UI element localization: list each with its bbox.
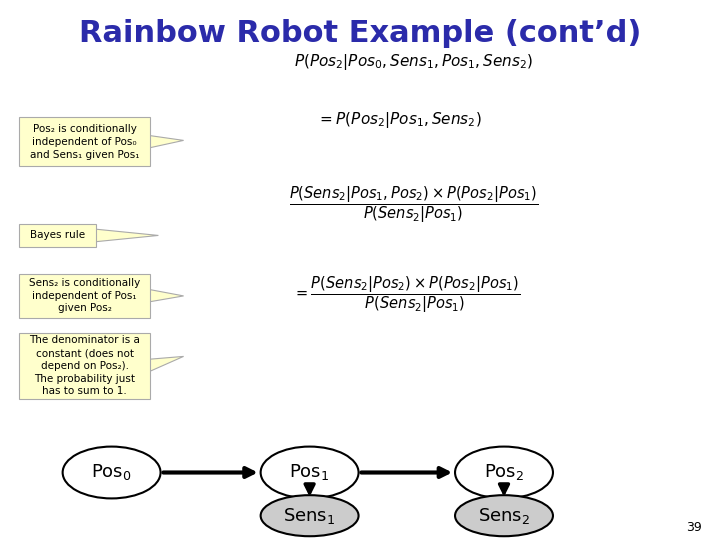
Text: $\dfrac{P(Sens_2|Pos_1, Pos_2) \times P(Pos_2|Pos_1)}{P(Sens_2|Pos_1)}$: $\dfrac{P(Sens_2|Pos_1, Pos_2) \times P(… — [289, 185, 539, 226]
Text: Pos$_1$: Pos$_1$ — [289, 462, 330, 483]
Text: Sens$_2$: Sens$_2$ — [478, 505, 530, 526]
Ellipse shape — [455, 447, 553, 498]
Text: The denominator is a
constant (does not
depend on Pos₂).
The probability just
ha: The denominator is a constant (does not … — [30, 335, 140, 396]
FancyBboxPatch shape — [19, 117, 150, 166]
FancyBboxPatch shape — [19, 224, 96, 247]
FancyBboxPatch shape — [19, 333, 150, 399]
Text: $P(Pos_2|Pos_0, Sens_1, Pos_1, Sens_2)$: $P(Pos_2|Pos_0, Sens_1, Pos_1, Sens_2)$ — [294, 52, 534, 72]
Ellipse shape — [261, 447, 359, 498]
Ellipse shape — [261, 495, 359, 536]
Text: Pos$_0$: Pos$_0$ — [91, 462, 132, 483]
FancyBboxPatch shape — [19, 274, 150, 318]
Text: Pos₂ is conditionally
independent of Pos₀
and Sens₁ given Pos₁: Pos₂ is conditionally independent of Pos… — [30, 124, 140, 159]
Text: Pos$_2$: Pos$_2$ — [484, 462, 524, 483]
Text: $= \dfrac{P(Sens_2|Pos_2) \times P(Pos_2|Pos_1)}{P(Sens_2|Pos_1)}$: $= \dfrac{P(Sens_2|Pos_2) \times P(Pos_2… — [293, 274, 521, 315]
Polygon shape — [148, 289, 184, 302]
Ellipse shape — [63, 447, 161, 498]
Polygon shape — [148, 136, 184, 148]
Text: $= P(Pos_2|Pos_1, Sens_2)$: $= P(Pos_2|Pos_1, Sens_2)$ — [318, 110, 482, 130]
Text: Sens$_1$: Sens$_1$ — [284, 505, 336, 526]
Text: Bayes rule: Bayes rule — [30, 231, 85, 240]
Text: Sens₂ is conditionally
independent of Pos₁
given Pos₂: Sens₂ is conditionally independent of Po… — [29, 278, 140, 313]
Text: 39: 39 — [686, 521, 702, 534]
Polygon shape — [94, 229, 158, 242]
Polygon shape — [148, 356, 184, 373]
Text: Rainbow Robot Example (cont’d): Rainbow Robot Example (cont’d) — [78, 19, 642, 48]
Ellipse shape — [455, 495, 553, 536]
